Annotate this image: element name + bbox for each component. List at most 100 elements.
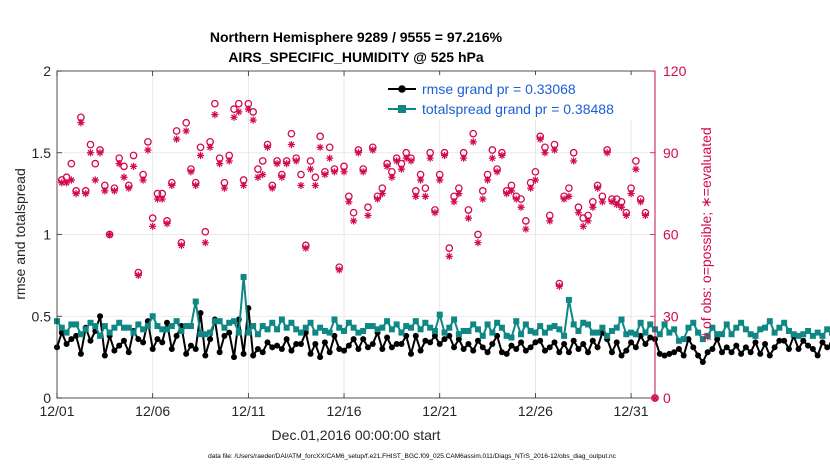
totalspread-point bbox=[551, 323, 558, 330]
totalspread-point bbox=[575, 327, 582, 334]
rmse-point bbox=[695, 352, 702, 359]
totalspread-point bbox=[125, 324, 132, 331]
totalspread-point bbox=[216, 318, 223, 325]
obs-evaluated-marker bbox=[326, 154, 334, 162]
obs-evaluated-marker bbox=[297, 181, 305, 190]
totalspread-point bbox=[441, 329, 448, 336]
obs-evaluated-marker bbox=[62, 179, 71, 187]
obs-possible-marker bbox=[521, 217, 530, 225]
rmse-point bbox=[187, 342, 194, 349]
totalspread-point bbox=[718, 331, 725, 338]
totalspread-point bbox=[814, 329, 821, 336]
rmse-point bbox=[101, 352, 108, 359]
rmse-point bbox=[446, 332, 453, 339]
totalspread-point bbox=[690, 319, 697, 326]
obs-evaluated-marker bbox=[72, 190, 80, 198]
obs-evaluated-marker bbox=[340, 168, 348, 176]
rmse-point bbox=[441, 336, 448, 343]
obs-evaluated-marker bbox=[436, 176, 444, 184]
y-right-tick-label: 60 bbox=[663, 227, 679, 243]
obs-possible-marker bbox=[306, 157, 315, 165]
obs-evaluated-marker bbox=[182, 127, 190, 135]
rmse-point bbox=[360, 336, 367, 343]
obs-evaluated-marker bbox=[393, 157, 401, 165]
axes: 12/01 12/06 12/11 12/16 12/21 12/26 12/31 0 0.5 1… bbox=[32, 63, 687, 419]
totalspread-point bbox=[675, 337, 682, 344]
rmse-point bbox=[77, 350, 84, 357]
obs-evaluated-marker bbox=[570, 157, 578, 165]
obs-evaluated-marker bbox=[278, 173, 286, 181]
obs-evaluated-marker bbox=[354, 149, 362, 157]
obs-evaluated-marker bbox=[302, 244, 310, 252]
obs-evaluated-marker bbox=[158, 195, 166, 203]
rmse-point bbox=[264, 339, 271, 346]
totalspread-point bbox=[231, 318, 238, 325]
totalspread-point bbox=[178, 327, 185, 334]
x-tick-label: 12/21 bbox=[422, 403, 457, 419]
totalspread-point bbox=[221, 324, 228, 331]
obs-evaluated-marker bbox=[287, 140, 296, 149]
rmse-point bbox=[168, 345, 175, 352]
rmse-point bbox=[87, 337, 94, 344]
totalspread-point bbox=[747, 331, 754, 338]
rmse-point bbox=[508, 342, 515, 349]
obs-evaluated-marker bbox=[517, 203, 525, 211]
rmse-point bbox=[513, 345, 520, 352]
totalspread-point bbox=[556, 326, 563, 333]
rmse-point bbox=[288, 347, 295, 354]
obs-evaluated-marker bbox=[364, 211, 372, 220]
totalspread-point bbox=[264, 326, 271, 333]
obs-evaluated-marker bbox=[58, 179, 66, 187]
obs-evaluated-marker bbox=[225, 157, 233, 165]
obs-evaluated-marker bbox=[632, 165, 640, 173]
totalspread-point bbox=[101, 323, 108, 330]
obs-evaluated-marker bbox=[335, 266, 343, 274]
lines-layer bbox=[54, 274, 830, 366]
totalspread-point bbox=[369, 323, 376, 330]
rmse-point bbox=[297, 341, 304, 348]
rmse-point bbox=[116, 342, 123, 349]
rmse-point bbox=[494, 332, 501, 339]
footnote: data file: /Users/raeder/DAI/ATM_forcXX/… bbox=[208, 453, 617, 460]
y-left-tick-label: 1.5 bbox=[32, 145, 52, 161]
totalspread-point bbox=[518, 331, 525, 338]
rmse-point bbox=[771, 344, 778, 351]
totalspread-point bbox=[451, 316, 458, 323]
totalspread-point bbox=[455, 331, 462, 338]
rmse-point bbox=[642, 341, 649, 348]
obs-evaluated-marker bbox=[216, 160, 224, 168]
totalspread-point bbox=[709, 324, 716, 331]
rmse-point bbox=[699, 359, 706, 366]
obs-evaluated-marker bbox=[416, 176, 425, 184]
obs-evaluated-marker bbox=[555, 282, 563, 290]
obs-evaluated-marker bbox=[622, 211, 630, 220]
totalspread-point bbox=[321, 327, 328, 334]
obs-layer bbox=[57, 99, 659, 402]
rmse-point bbox=[704, 349, 711, 356]
obs-evaluated-marker bbox=[464, 214, 473, 222]
totalspread-point bbox=[728, 331, 735, 338]
obs-possible-marker bbox=[469, 129, 478, 138]
totalspread-point bbox=[642, 329, 649, 336]
obs-evaluated-marker bbox=[613, 200, 621, 209]
totalspread-point bbox=[589, 329, 596, 336]
totalspread-point bbox=[446, 324, 453, 331]
legend: rmse grand pr = 0.33068 totalspread gran… bbox=[386, 75, 652, 120]
obs-evaluated-marker bbox=[316, 143, 324, 151]
obs-evaluated-marker bbox=[345, 198, 353, 206]
totalspread-point bbox=[87, 319, 94, 326]
totalspread-point bbox=[211, 318, 218, 325]
obs-evaluated-marker bbox=[608, 198, 616, 206]
totalspread-point bbox=[565, 296, 572, 303]
rmse-point bbox=[809, 345, 816, 352]
totalspread-point bbox=[513, 318, 520, 325]
obs-evaluated-marker bbox=[531, 176, 539, 184]
totalspread-point bbox=[666, 329, 673, 336]
totalspread-point bbox=[479, 332, 486, 339]
obs-evaluated-marker bbox=[407, 157, 415, 165]
rmse-point bbox=[111, 347, 118, 354]
totalspread-point bbox=[766, 318, 773, 325]
obs-evaluated-marker bbox=[522, 225, 530, 233]
y-left-tick-label: 0.5 bbox=[32, 308, 52, 324]
y-right-tick-label: 120 bbox=[663, 63, 687, 79]
